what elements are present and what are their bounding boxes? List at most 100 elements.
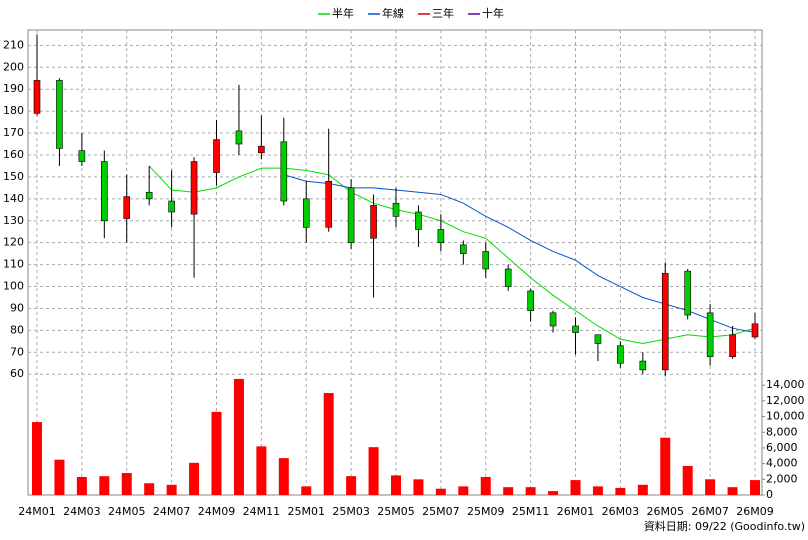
volume-bar <box>323 393 334 495</box>
y-tick-label: 120 <box>3 236 24 249</box>
volume-bar <box>301 486 312 495</box>
candle-body <box>258 145 265 154</box>
volume-bar <box>391 475 401 495</box>
candle-body <box>168 200 175 213</box>
candle-body <box>617 345 624 364</box>
volume-bar <box>660 437 671 495</box>
candle-body <box>706 312 714 357</box>
candle-body <box>729 334 736 357</box>
volume-bar <box>99 476 110 495</box>
candle-body <box>101 161 108 222</box>
x-tick-label: 25M01 <box>288 505 326 518</box>
candle-body <box>325 180 332 228</box>
y2-tick-label: 14,000 <box>766 378 805 391</box>
ma-line <box>283 174 756 334</box>
y-tick-label: 210 <box>3 38 24 51</box>
y-tick-label: 160 <box>3 148 24 161</box>
y2-tick-label: 6,000 <box>766 441 798 454</box>
y2-tick-label: 2,000 <box>766 472 798 485</box>
candle-body <box>190 161 198 215</box>
x-tick-label: 25M11 <box>512 505 550 518</box>
volume-bar <box>750 480 760 495</box>
x-tick-label: 24M03 <box>63 505 101 518</box>
candle-body <box>549 312 557 327</box>
volume-bar <box>233 378 244 495</box>
candle-body <box>415 211 422 230</box>
y-tick-label: 180 <box>3 104 24 117</box>
y-tick-label: 140 <box>3 192 24 205</box>
volume-bar <box>435 488 446 495</box>
candle-body <box>280 141 288 202</box>
volume-bar <box>346 476 357 495</box>
candle-body <box>56 80 63 149</box>
volume-bar <box>548 491 559 495</box>
y-tick-label: 90 <box>10 301 24 314</box>
y2-tick-label: 4,000 <box>766 457 798 470</box>
y-tick-label: 130 <box>3 214 24 227</box>
volume-bar <box>32 422 42 495</box>
volume-bar <box>121 473 132 495</box>
x-tick-label: 24M01 <box>18 505 56 518</box>
volume-bar <box>480 476 491 495</box>
y-tick-label: 200 <box>3 60 24 73</box>
ma-line <box>148 165 756 345</box>
y-tick-label: 150 <box>3 170 24 183</box>
x-tick-label: 26M03 <box>602 505 640 518</box>
candle-body <box>504 268 512 287</box>
volume-bar <box>144 483 155 495</box>
candle-body <box>347 187 355 243</box>
y-tick-label: 110 <box>3 258 24 271</box>
y-tick-label: 80 <box>10 323 24 336</box>
candle-body <box>684 270 691 316</box>
volume-bar <box>705 479 716 495</box>
candle-body <box>33 80 41 114</box>
volume-bar <box>278 458 289 495</box>
x-tick-label: 25M07 <box>422 505 460 518</box>
candle-body <box>639 360 647 371</box>
x-tick-label: 25M05 <box>377 505 415 518</box>
candle-body <box>751 323 759 338</box>
y-tick-label: 100 <box>3 280 24 293</box>
candle-body <box>123 196 131 219</box>
volume-bar <box>189 462 200 495</box>
y2-tick-label: 0 <box>766 488 773 501</box>
candle-body <box>572 325 579 333</box>
x-tick-label: 24M05 <box>108 505 146 518</box>
candle-body <box>213 139 220 173</box>
x-tick-label: 24M09 <box>198 505 236 518</box>
volume-bar <box>682 465 693 495</box>
volume-bar <box>76 476 87 495</box>
legend-label: 年線 <box>382 6 404 20</box>
x-tick-label: 26M09 <box>736 505 774 518</box>
x-tick-label: 26M07 <box>691 505 729 518</box>
x-tick-label: 24M11 <box>243 505 281 518</box>
date-note: 資料日期: 09/22 (Goodinfo.tw) <box>644 519 805 533</box>
y-tick-label: 70 <box>10 345 24 358</box>
y2-tick-label: 8,000 <box>766 425 798 438</box>
candle-body <box>482 251 490 270</box>
candle-body <box>437 229 445 243</box>
legend-label: 半年 <box>332 6 354 20</box>
y2-tick-label: 10,000 <box>766 410 805 423</box>
volume-bar <box>727 487 738 495</box>
plot-frame <box>27 29 763 496</box>
candle-body <box>235 130 243 145</box>
volume-bar <box>413 479 424 495</box>
candle-body <box>460 244 467 254</box>
volume-bar <box>570 480 581 495</box>
y-tick-label: 170 <box>3 126 24 139</box>
candle-body <box>370 205 377 239</box>
volume-bar <box>592 486 603 495</box>
candle-body <box>527 290 534 311</box>
candle-body <box>302 198 310 228</box>
x-tick-label: 24M07 <box>153 505 191 518</box>
volume-bar <box>503 487 514 495</box>
y2-tick-label: 12,000 <box>766 394 805 407</box>
candle-body <box>392 202 400 217</box>
volume-bar <box>256 446 267 495</box>
volume-bar <box>368 447 379 495</box>
x-tick-label: 26M05 <box>647 505 685 518</box>
x-tick-label: 26M01 <box>557 505 595 518</box>
candle-body <box>661 273 669 371</box>
